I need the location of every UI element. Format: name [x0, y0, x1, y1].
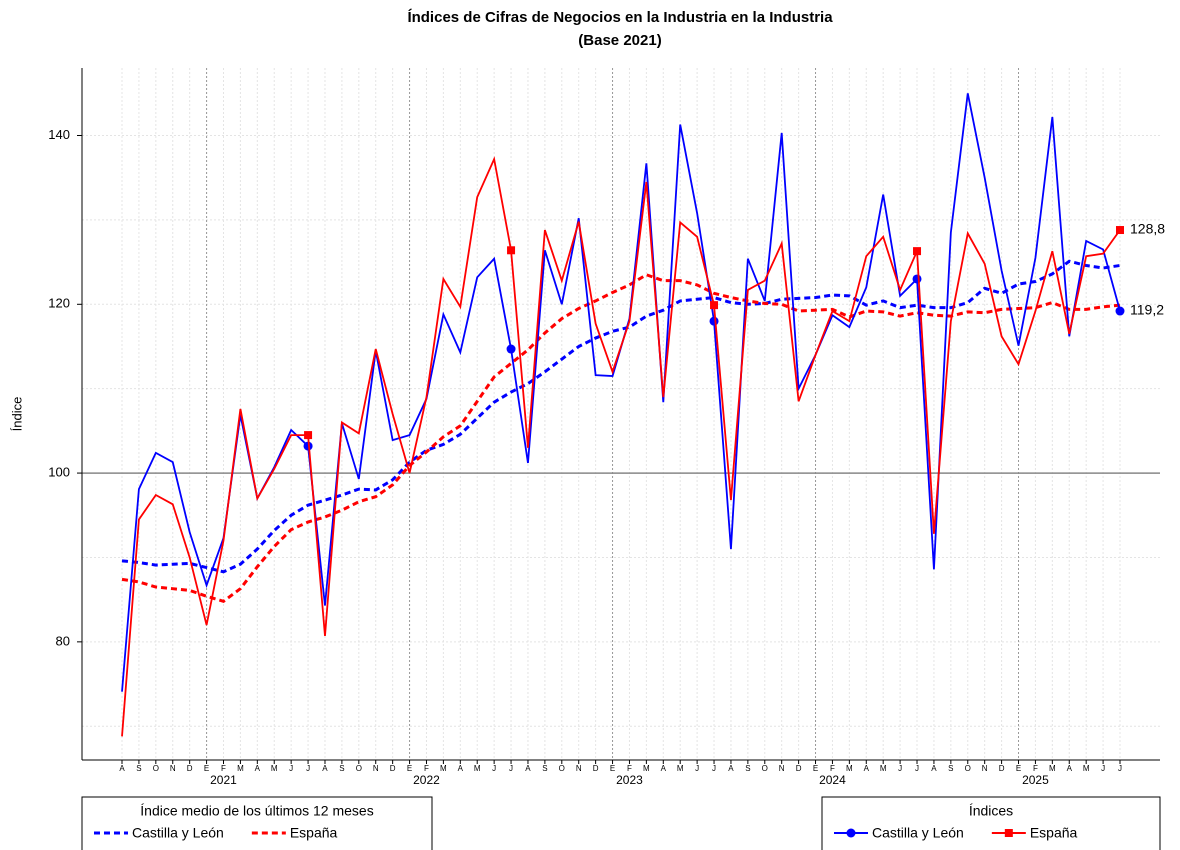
- point-marker: [913, 247, 922, 256]
- point-marker: [912, 274, 922, 284]
- legend-title: Índices: [969, 803, 1013, 819]
- x-tick-label: F: [424, 764, 429, 773]
- y-axis-label: Índice: [9, 397, 24, 432]
- x-tick-label: M: [440, 764, 447, 773]
- end-label: 128,8: [1130, 221, 1165, 237]
- legend-box: [81, 796, 433, 850]
- legend-title: Índice medio de los últimos 12 meses: [140, 803, 373, 819]
- point-marker: [507, 246, 516, 255]
- year-label: 2024: [819, 773, 846, 787]
- x-tick-label: A: [864, 764, 870, 773]
- x-tick-label: M: [643, 764, 650, 773]
- series-line: [121, 273, 1121, 603]
- x-tick-label: D: [593, 764, 599, 773]
- x-tick-label: M: [1049, 764, 1056, 773]
- point-marker: [304, 431, 313, 440]
- x-tick-label: O: [762, 764, 768, 773]
- x-tick-label: A: [525, 764, 531, 773]
- x-tick-label: D: [999, 764, 1005, 773]
- x-tick-label: A: [119, 764, 125, 773]
- x-tick-label: A: [661, 764, 667, 773]
- x-tick-label: N: [576, 764, 582, 773]
- x-tick-label: S: [948, 764, 953, 773]
- x-tick-label: F: [1033, 764, 1038, 773]
- x-tick-label: E: [407, 764, 412, 773]
- x-tick-label: E: [813, 764, 818, 773]
- x-tick-label: D: [390, 764, 396, 773]
- x-tick-label: J: [898, 764, 902, 773]
- x-tick-label: J: [306, 764, 310, 773]
- x-tick-label: E: [204, 764, 209, 773]
- point-marker: [709, 316, 719, 326]
- x-tick-label: S: [745, 764, 750, 773]
- x-tick-label: M: [1083, 764, 1090, 773]
- x-tick-label: M: [237, 764, 244, 773]
- legend-box: [821, 796, 1161, 850]
- end-label: 119,2: [1130, 302, 1164, 318]
- x-tick-label: J: [509, 764, 513, 773]
- x-tick-label: J: [695, 764, 699, 773]
- point-marker: [1115, 306, 1125, 316]
- x-tick-label: J: [289, 764, 293, 773]
- x-tick-label: M: [846, 764, 853, 773]
- chart-title: Índices de Cifras de Negocios en la Indu…: [407, 9, 833, 26]
- chart-subtitle: (Base 2021): [578, 32, 661, 49]
- x-tick-label: S: [542, 764, 547, 773]
- legend-marker: [1004, 829, 1013, 837]
- y-tick-label: 100: [48, 465, 70, 480]
- x-tick-label: A: [458, 764, 464, 773]
- x-tick-label: F: [627, 764, 632, 773]
- legend-label: España: [290, 825, 338, 841]
- x-tick-label: M: [474, 764, 481, 773]
- x-tick-label: M: [880, 764, 887, 773]
- x-tick-label: A: [1067, 764, 1073, 773]
- x-tick-label: F: [221, 764, 226, 773]
- x-tick-label: E: [610, 764, 615, 773]
- x-tick-label: N: [779, 764, 785, 773]
- x-tick-label: E: [1016, 764, 1021, 773]
- x-tick-label: N: [982, 764, 988, 773]
- y-tick-label: 80: [56, 633, 70, 648]
- x-tick-label: F: [830, 764, 835, 773]
- x-tick-label: O: [153, 764, 159, 773]
- x-tick-label: A: [322, 764, 328, 773]
- x-tick-label: D: [796, 764, 802, 773]
- x-tick-label: D: [187, 764, 193, 773]
- y-tick-label: 120: [48, 296, 70, 311]
- year-label: 2022: [413, 773, 440, 787]
- x-tick-label: J: [915, 764, 919, 773]
- x-tick-label: N: [170, 764, 176, 773]
- x-tick-label: S: [136, 764, 141, 773]
- legend-marker: [846, 828, 856, 838]
- x-tick-label: O: [965, 764, 971, 773]
- x-tick-label: O: [356, 764, 362, 773]
- x-tick-label: J: [712, 764, 716, 773]
- year-label: 2021: [210, 773, 237, 787]
- point-marker: [1116, 226, 1124, 235]
- series-line: [121, 156, 1121, 737]
- y-tick-label: 140: [48, 127, 70, 142]
- x-tick-label: M: [677, 764, 684, 773]
- x-tick-label: J: [492, 764, 496, 773]
- x-tick-label: A: [255, 764, 261, 773]
- x-tick-label: A: [931, 764, 937, 773]
- point-marker: [303, 441, 313, 451]
- point-marker: [710, 301, 719, 310]
- x-tick-label: S: [339, 764, 344, 773]
- year-label: 2023: [616, 773, 643, 787]
- legend-label: Castilla y León: [132, 825, 224, 841]
- x-tick-label: J: [1118, 764, 1122, 773]
- legend-label: España: [1030, 825, 1078, 841]
- x-tick-label: N: [373, 764, 379, 773]
- x-tick-label: M: [271, 764, 278, 773]
- point-marker: [506, 344, 516, 354]
- x-tick-label: A: [728, 764, 734, 773]
- x-tick-label: O: [559, 764, 565, 773]
- x-tick-label: J: [1101, 764, 1105, 773]
- legend-label: Castilla y León: [872, 825, 964, 841]
- year-label: 2025: [1022, 773, 1049, 787]
